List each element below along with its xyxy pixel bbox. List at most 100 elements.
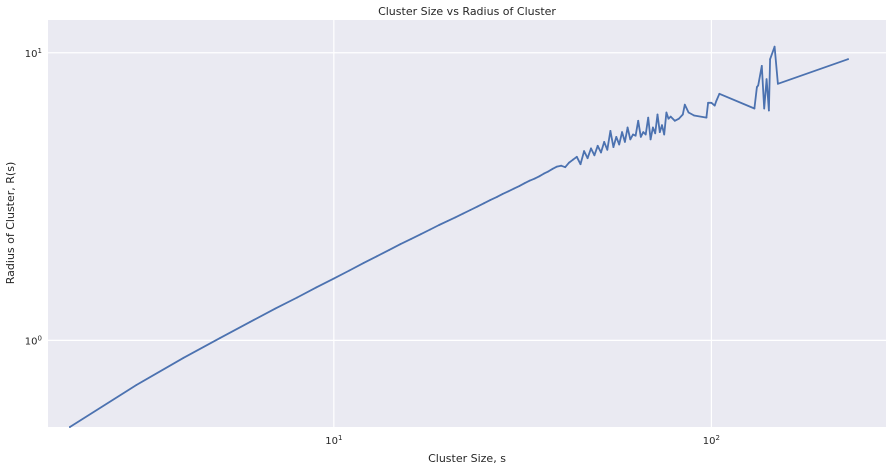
data-point	[606, 148, 609, 151]
data-point	[609, 130, 612, 132]
series-line	[69, 45, 849, 428]
data-point	[634, 134, 637, 137]
x-tick-label: 102	[703, 434, 720, 447]
data-point	[756, 86, 758, 88]
chart-title: Cluster Size vs Radius of Cluster	[378, 5, 556, 18]
data-point	[753, 107, 756, 110]
x-axis-label: Cluster Size, s	[428, 452, 506, 465]
data-point	[501, 193, 504, 195]
data-point	[507, 190, 510, 193]
data-point	[683, 103, 686, 106]
data-point	[446, 220, 449, 223]
y-axis-label: Radius of Cluster, R(s)	[4, 162, 17, 284]
data-point	[375, 255, 378, 258]
data-point	[765, 78, 768, 80]
data-point	[654, 132, 657, 135]
data-point	[757, 84, 760, 87]
data-point	[618, 143, 621, 146]
data-point	[362, 262, 365, 264]
data-point	[590, 147, 592, 150]
data-point	[551, 167, 554, 170]
data-point	[518, 185, 521, 188]
plot-background	[48, 20, 886, 427]
data-point	[454, 216, 457, 219]
data-point	[274, 307, 277, 310]
data-point	[579, 163, 582, 166]
data-point	[603, 141, 606, 143]
data-point	[647, 116, 650, 119]
y-tick-label: 100	[25, 334, 42, 347]
data-point	[533, 177, 536, 180]
data-point	[438, 224, 440, 226]
data-point	[652, 126, 654, 129]
data-point	[483, 202, 485, 205]
data-point	[665, 111, 668, 114]
data-point	[769, 58, 771, 61]
data-point	[568, 161, 570, 164]
data-point	[678, 117, 680, 120]
x-tick-labels: 101 102	[325, 434, 720, 447]
data-point	[621, 131, 623, 134]
data-point	[656, 113, 659, 116]
data-point	[586, 157, 589, 160]
data-point	[663, 133, 666, 136]
data-point	[624, 141, 626, 143]
data-point	[556, 165, 558, 168]
data-point	[615, 136, 618, 138]
data-point	[462, 212, 464, 215]
data-point	[513, 187, 515, 190]
data-point	[669, 115, 672, 118]
data-point	[489, 199, 492, 201]
data-point	[564, 166, 567, 169]
y-tick-labels: 100 101	[25, 47, 42, 348]
data-point	[495, 196, 498, 199]
data-point	[332, 277, 335, 280]
data-point	[528, 179, 531, 182]
data-point	[575, 155, 578, 158]
data-point	[637, 119, 640, 122]
data-point	[612, 146, 615, 149]
data-point	[718, 92, 721, 95]
data-point	[429, 228, 432, 231]
data-point	[600, 151, 602, 154]
y-tick-label: 101	[25, 47, 42, 60]
data-point	[763, 107, 766, 110]
data-point	[596, 144, 599, 147]
data-point	[538, 175, 541, 178]
data-point	[249, 321, 252, 323]
data-point	[572, 158, 574, 161]
data-point	[419, 233, 422, 236]
data-point	[547, 170, 550, 173]
gridlines	[48, 20, 886, 427]
data-point	[705, 116, 708, 119]
data-point	[687, 111, 690, 114]
data-point	[649, 138, 652, 141]
data-point	[661, 124, 663, 127]
data-point	[629, 138, 632, 141]
data-point	[219, 337, 222, 339]
data-point	[632, 133, 634, 136]
data-point	[543, 172, 545, 175]
data-point	[296, 296, 299, 299]
data-point	[847, 58, 849, 61]
data-point	[715, 100, 718, 102]
data-point	[560, 164, 562, 167]
data-point	[639, 136, 642, 138]
data-point	[667, 117, 670, 120]
data-point	[388, 249, 390, 252]
data-point	[777, 82, 779, 85]
data-point	[713, 104, 716, 107]
data-point	[315, 286, 318, 289]
data-point	[707, 101, 709, 104]
data-point	[135, 384, 138, 386]
data-point	[710, 101, 713, 104]
data-point	[69, 426, 71, 428]
data-point	[348, 269, 351, 272]
data-point	[476, 205, 479, 208]
data-point	[693, 114, 695, 117]
data-point	[523, 182, 526, 185]
data-point	[642, 131, 645, 134]
series-points	[69, 45, 849, 428]
x-tick-label: 101	[325, 434, 342, 447]
